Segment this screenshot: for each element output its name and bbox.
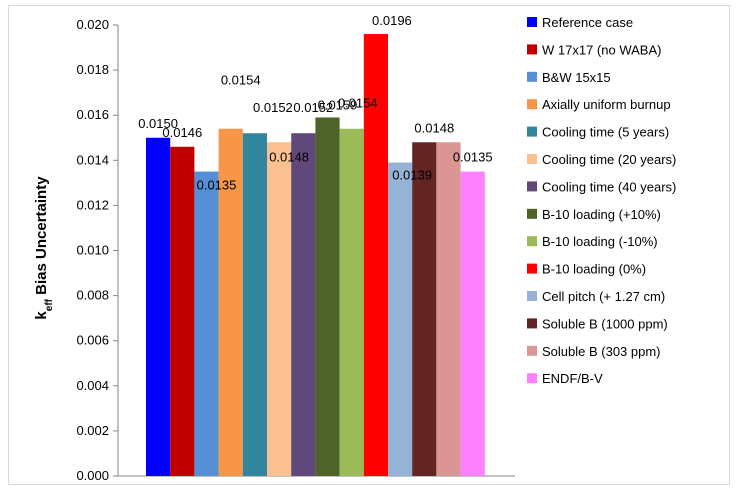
data-label: 0.0139 (392, 168, 432, 183)
legend-label: Reference case (542, 15, 633, 30)
bar (267, 142, 292, 476)
legend-label: Cooling time (5 years) (542, 125, 669, 140)
legend-swatch (527, 44, 537, 55)
legend-label: ENDF/B-V (542, 371, 603, 386)
bar (170, 146, 195, 476)
bars (146, 34, 485, 477)
axes: 0.000 0.002 0.004 0.006 0.008 0.010 0.012 0.014… (76, 17, 515, 483)
legend-label: B&W 15x15 (542, 70, 611, 85)
legend-label: B-10 loading (0%) (542, 262, 646, 277)
y-tick-label: 0.008 (76, 288, 109, 303)
bar (339, 128, 364, 477)
bar (291, 133, 316, 477)
legend-swatch (527, 154, 537, 164)
legend-swatch (527, 318, 537, 329)
legend-label: B-10 loading (+10%) (542, 207, 661, 222)
legend-swatch (527, 263, 537, 274)
data-label: 0.0150 (138, 116, 178, 131)
legend: Reference case W 17x17 (no WABA) B&W 15x15… (527, 15, 676, 386)
y-tick-label: 0.012 (76, 197, 109, 212)
y-axis-title-sub: eff (44, 298, 55, 311)
y-tick-label: 0.006 (76, 333, 109, 348)
legend-swatch (527, 99, 537, 110)
legend-label: Soluble B (1000 ppm) (542, 316, 668, 331)
legend-swatch (527, 345, 537, 356)
legend-label: Cooling time (40 years) (542, 179, 676, 194)
data-label: 0.0154 (221, 73, 261, 88)
bar (242, 133, 267, 477)
legend-swatch (527, 208, 537, 219)
data-label: 0.0148 (414, 120, 454, 135)
data-label: 0.0159 (318, 97, 358, 112)
legend-label: Cooling time (20 years) (542, 152, 676, 167)
y-tick-label: 0.016 (76, 107, 109, 122)
legend-swatch (527, 373, 537, 384)
data-label: 0.0152 (293, 100, 333, 115)
data-label: 0.0146 (162, 125, 202, 140)
bar (146, 137, 171, 476)
data-label: 0.0148 (269, 149, 309, 164)
data-label: 0.0135 (453, 150, 493, 165)
legend-swatch (527, 236, 537, 247)
y-tick-label: 0.010 (76, 243, 109, 258)
data-label: 0.0135 (197, 178, 237, 193)
y-axis-title: keff Bias Uncertainty (33, 176, 55, 320)
legend-swatch (527, 71, 537, 82)
svg-text:keff Bias Uncertainty: keff Bias Uncertainty (33, 176, 55, 320)
legend-swatch (527, 126, 537, 137)
legend-swatch (527, 291, 537, 301)
y-tick-label: 0.020 (76, 17, 109, 32)
bar (194, 171, 219, 476)
y-tick-label: 0.018 (76, 62, 109, 77)
y-tick-label: 0.004 (76, 378, 109, 393)
legend-swatch (527, 17, 537, 27)
legend-swatch (527, 181, 537, 192)
y-axis-title-main: k (33, 311, 50, 320)
bar (412, 142, 437, 476)
bar (363, 34, 388, 477)
data-label: 0.0196 (372, 13, 412, 28)
data-label: 0.0152 (253, 100, 293, 115)
legend-label: Cell pitch (+ 1.27 cm) (542, 289, 665, 304)
legend-label: B-10 loading (-10%) (542, 234, 658, 249)
y-axis-title-rest: Bias Uncertainty (33, 176, 50, 299)
legend-label: W 17x17 (no WABA) (542, 42, 661, 57)
legend-label: Soluble B (303 ppm) (542, 344, 661, 359)
y-tick-label: 0.000 (76, 468, 109, 483)
legend-label: Axially uniform burnup (542, 97, 671, 112)
bar (218, 128, 243, 477)
y-tick-label: 0.014 (76, 152, 109, 167)
bar (388, 162, 413, 476)
bar (436, 142, 461, 476)
bar (460, 171, 485, 476)
bar (315, 117, 340, 476)
data-label: 0.0154 (338, 96, 378, 111)
y-tick-label: 0.002 (76, 423, 109, 438)
